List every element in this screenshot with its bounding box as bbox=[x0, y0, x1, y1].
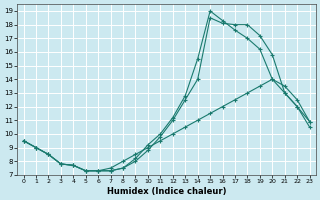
X-axis label: Humidex (Indice chaleur): Humidex (Indice chaleur) bbox=[107, 187, 226, 196]
